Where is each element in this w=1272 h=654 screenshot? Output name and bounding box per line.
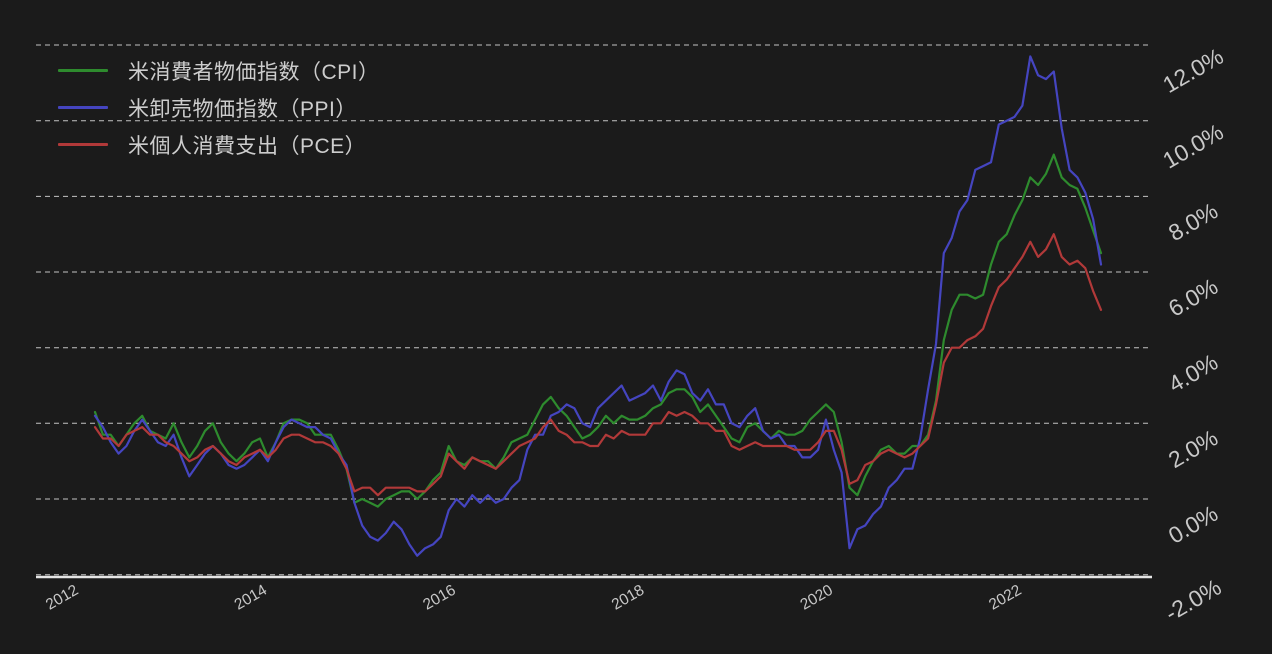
x-axis-tick-label: 2014: [232, 581, 271, 613]
y-axis-tick-label: 0.0%: [1164, 500, 1222, 549]
y-axis-tick-label: 10.0%: [1158, 118, 1227, 173]
y-axis-tick-label: 6.0%: [1164, 273, 1222, 322]
y-axis-tick-label: 2.0%: [1164, 424, 1222, 473]
x-axis-tick-label: 2020: [798, 581, 837, 613]
series-line-pce: [93, 233, 1103, 497]
legend-item-cpi: 米消費者物価指数（CPI）: [58, 52, 380, 89]
x-axis-tick-label: 2018: [609, 582, 647, 614]
legend-item-ppi: 米卸売物価指数（PPI）: [58, 89, 380, 126]
ppi-line-swatch-icon: [58, 106, 108, 109]
y-axis-tick-label: -2.0%: [1161, 574, 1226, 627]
legend-label-pce: 米個人消費支出（PCE）: [128, 134, 367, 158]
legend-item-pce: 米個人消費支出（PCE）: [58, 126, 380, 163]
y-axis-tick-label: 12.0%: [1158, 43, 1227, 98]
y-axis-tick-label: 8.0%: [1164, 197, 1222, 246]
x-axis-tick-label: 2022: [986, 582, 1024, 614]
series-line-cpi: [93, 153, 1103, 508]
cpi-line-swatch-icon: [58, 69, 108, 72]
y-axis-tick-label: 4.0%: [1164, 349, 1222, 398]
chart-legend: 米消費者物価指数（CPI） 米卸売物価指数（PPI） 米個人消費支出（PCE）: [58, 52, 380, 163]
pce-line-swatch-icon: [58, 143, 108, 146]
legend-label-ppi: 米卸売物価指数（PPI）: [128, 97, 357, 121]
x-axis-tick-label: 2012: [43, 582, 81, 614]
x-axis-tick-label: 2016: [420, 582, 458, 614]
legend-label-cpi: 米消費者物価指数（CPI）: [128, 60, 380, 84]
